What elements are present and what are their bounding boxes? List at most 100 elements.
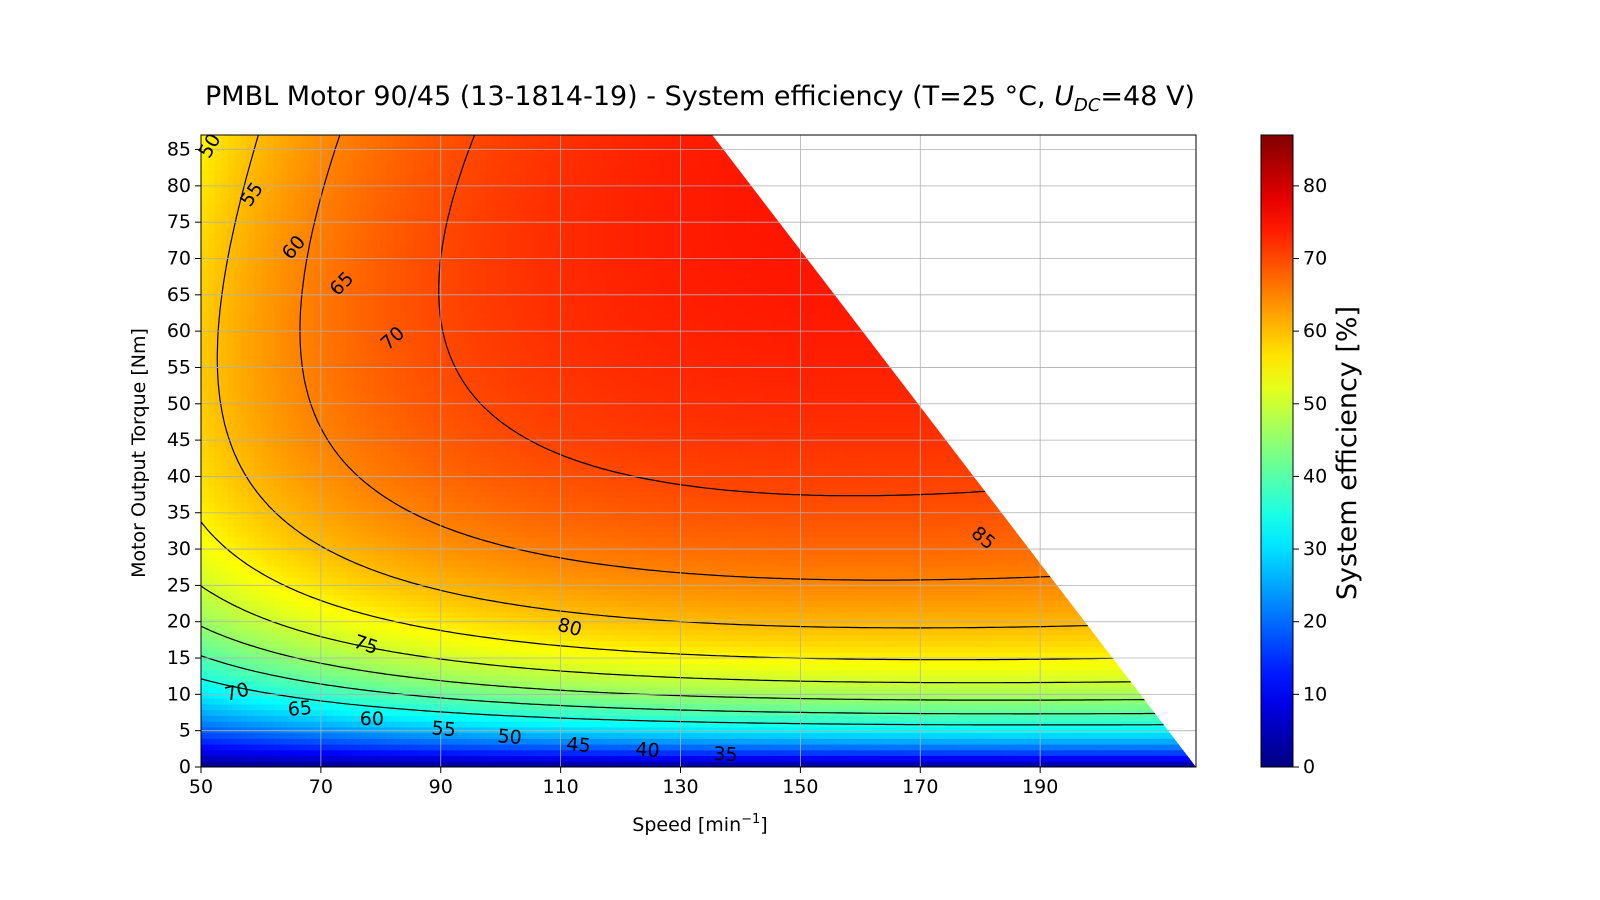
- heatmap-cell: [751, 715, 759, 722]
- heatmap-cell: [1116, 577, 1124, 584]
- heatmap-cell: [545, 611, 554, 619]
- heatmap-cell: [798, 732, 806, 739]
- heatmap-cell: [784, 721, 792, 728]
- heatmap-cell: [731, 640, 739, 647]
- heatmap-cell: [851, 703, 859, 711]
- heatmap-cell: [890, 686, 899, 693]
- heatmap-cell: [943, 640, 952, 647]
- heatmap-cell: [791, 663, 799, 670]
- heatmap-cell: [313, 709, 321, 716]
- heatmap-cell: [977, 640, 985, 647]
- heatmap-cell: [884, 617, 892, 624]
- heatmap-cell: [579, 617, 587, 624]
- heatmap-cell: [313, 646, 321, 653]
- heatmap-cell: [877, 657, 885, 665]
- heatmap-cell: [798, 726, 806, 734]
- heatmap-cell: [771, 577, 779, 584]
- heatmap-cell: [373, 594, 381, 601]
- heatmap-cell: [1116, 675, 1124, 682]
- heatmap-cell: [897, 634, 905, 642]
- heatmap-cell: [870, 588, 879, 596]
- heatmap-cell: [890, 594, 899, 601]
- heatmap-cell: [572, 629, 580, 636]
- heatmap-cell: [287, 606, 295, 613]
- heatmap-cell: [1096, 646, 1104, 653]
- heatmap-cell: [791, 761, 799, 767]
- heatmap-cell: [817, 669, 826, 676]
- heatmap-cell: [632, 675, 640, 682]
- heatmap-cell: [804, 588, 812, 596]
- heatmap-cell: [1076, 726, 1084, 734]
- heatmap-cell: [1096, 588, 1104, 596]
- heatmap-cell: [904, 703, 912, 711]
- heatmap-cell: [519, 594, 527, 601]
- heatmap-cell: [977, 732, 985, 739]
- heatmap-cell: [817, 600, 826, 607]
- heatmap-cell: [240, 732, 249, 739]
- heatmap-cell: [526, 663, 534, 670]
- heatmap-cell: [565, 629, 574, 636]
- heatmap-cell: [413, 594, 421, 601]
- heatmap-cell: [340, 761, 348, 767]
- heatmap-cell: [851, 606, 859, 613]
- heatmap-cell: [260, 749, 268, 757]
- heatmap-cell: [1089, 611, 1098, 619]
- heatmap-cell: [260, 634, 268, 642]
- heatmap-cell: [811, 617, 819, 624]
- heatmap-cell: [300, 744, 308, 751]
- heatmap-cell: [539, 744, 547, 751]
- heatmap-cell: [930, 715, 938, 722]
- heatmap-cell: [904, 669, 912, 676]
- heatmap-cell: [618, 657, 627, 665]
- heatmap-cell: [234, 611, 242, 619]
- heatmap-cell: [1003, 577, 1011, 584]
- heatmap-cell: [605, 657, 613, 665]
- heatmap-cell: [227, 721, 235, 728]
- heatmap-cell: [778, 583, 786, 590]
- heatmap-cell: [1069, 709, 1078, 716]
- heatmap-cell: [698, 577, 706, 584]
- heatmap-cell: [320, 577, 328, 584]
- heatmap-cell: [565, 692, 574, 699]
- heatmap-cell: [373, 744, 381, 751]
- heatmap-cell: [227, 698, 235, 705]
- heatmap-cell: [970, 629, 978, 636]
- heatmap-cell: [1076, 594, 1084, 601]
- heatmap-cell: [698, 680, 706, 688]
- heatmap-cell: [1162, 629, 1171, 636]
- heatmap-cell: [479, 738, 487, 745]
- heatmap-cell: [1016, 749, 1025, 757]
- heatmap-cell: [393, 715, 401, 722]
- heatmap-cell: [512, 709, 520, 716]
- heatmap-cell: [705, 680, 713, 688]
- heatmap-cell: [1103, 709, 1111, 716]
- heatmap-cell: [917, 698, 925, 705]
- heatmap-cell: [1103, 755, 1111, 762]
- heatmap-cell: [950, 629, 958, 636]
- heatmap-cell: [817, 663, 826, 670]
- heatmap-cell: [638, 709, 647, 716]
- heatmap-cell: [340, 721, 348, 728]
- heatmap-cell: [837, 629, 846, 636]
- heatmap-cell: [1016, 761, 1025, 767]
- heatmap-cell: [552, 738, 560, 745]
- heatmap-cell: [983, 686, 991, 693]
- heatmap-cell: [1129, 749, 1137, 757]
- heatmap-cell: [1129, 703, 1137, 711]
- heatmap-cell: [519, 623, 527, 630]
- heatmap-cell: [837, 652, 846, 659]
- heatmap-cell: [612, 732, 620, 739]
- heatmap-cell: [592, 726, 600, 734]
- heatmap-cell: [207, 577, 215, 584]
- heatmap-cell: [910, 588, 918, 596]
- heatmap-cell: [904, 629, 912, 636]
- heatmap-cell: [917, 588, 925, 596]
- heatmap-cell: [207, 600, 215, 607]
- heatmap-cell: [897, 726, 905, 734]
- heatmap-cell: [1136, 583, 1144, 590]
- heatmap-cell: [592, 629, 600, 636]
- heatmap-cell: [1182, 675, 1190, 682]
- heatmap-cell: [1056, 617, 1064, 624]
- heatmap-cell: [307, 571, 315, 578]
- heatmap-cell: [890, 652, 899, 659]
